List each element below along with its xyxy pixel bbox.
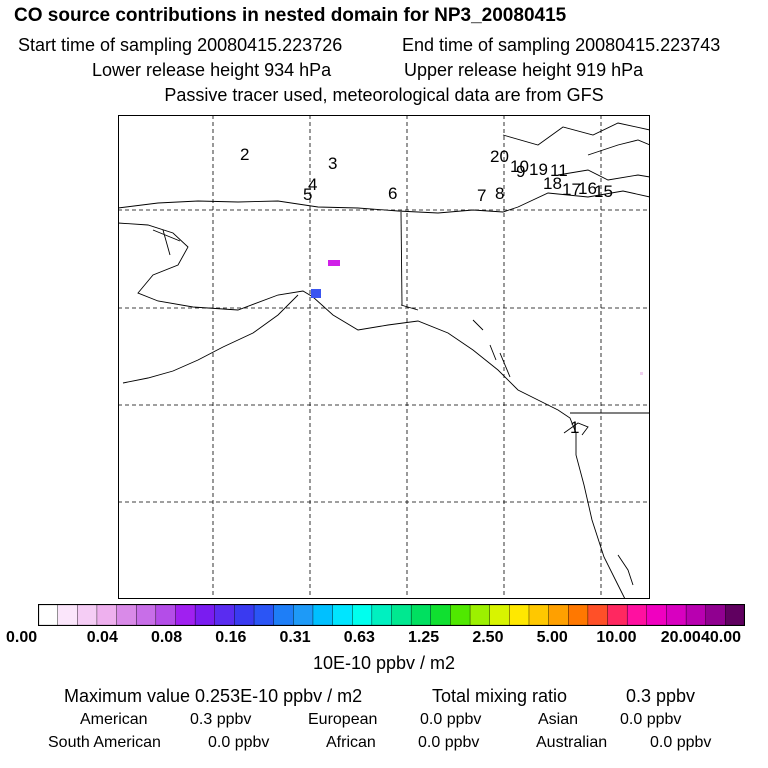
region-value-american: 0.3 ppbv: [190, 711, 252, 728]
region-value-african: 0.0 ppbv: [418, 734, 480, 751]
plot-title: CO source contributions in nested domain…: [14, 5, 567, 26]
colorbar-swatch: [528, 604, 550, 626]
maximum-value: Maximum value 0.253E-10 ppbv / m2: [64, 686, 363, 706]
release-marker-9: 9: [516, 162, 525, 181]
total-mixing-ratio-value: 0.3 ppbv: [626, 686, 696, 706]
political-borders: [400, 211, 650, 414]
colorbar-swatch: [352, 604, 373, 626]
colorbar-swatch: [430, 604, 451, 626]
colorbar-tick-label: 20.00: [660, 629, 701, 646]
colorbar-swatch: [705, 604, 726, 626]
region-value-australian: 0.0 ppbv: [650, 734, 712, 751]
colorbar-swatch: [175, 604, 196, 626]
colorbar-swatch: [509, 604, 530, 626]
colorbar-tick-label: 0.31: [279, 629, 311, 646]
colorbar-swatch: [312, 604, 334, 626]
colorbar-swatch: [371, 604, 393, 626]
colorbar-swatch: [293, 604, 314, 626]
total-mixing-ratio-label: Total mixing ratio: [432, 686, 568, 706]
colorbar-swatch: [77, 604, 98, 626]
release-marker-16: 16: [578, 179, 597, 198]
colorbar-swatch: [568, 604, 589, 626]
release-marker-4: 4: [308, 175, 317, 194]
plume-patch-lower: [311, 289, 321, 298]
region-value-south-american: 0.0 ppbv: [208, 734, 270, 751]
colorbar-swatch: [96, 604, 118, 626]
plume-patch-upper: [328, 260, 340, 266]
colorbar-swatch: [450, 604, 471, 626]
colorbar-tick-label: 5.00: [536, 629, 568, 646]
region-label-african: African: [326, 734, 376, 751]
region-value-asian: 0.0 ppbv: [620, 711, 682, 728]
release-marker-11: 11: [550, 161, 568, 180]
colorbar-swatch: [38, 604, 59, 626]
colorbar-swatch: [489, 604, 510, 626]
map-frame: [118, 115, 650, 599]
colorbar-tick-label: 0.08: [150, 629, 183, 646]
colorbar-swatch: [548, 604, 569, 626]
release-marker-8: 8: [495, 184, 504, 203]
colorbar-swatch: [116, 604, 137, 626]
region-label-american: American: [80, 711, 148, 728]
release-marker-20: 20: [490, 147, 509, 166]
colorbar-tick-label: 0.00: [6, 629, 38, 646]
colorbar-swatch: [253, 604, 275, 626]
colorbar-swatch: [685, 604, 707, 626]
release-marker-1: 1: [570, 418, 579, 437]
tracer-note: Passive tracer used, meteorological data…: [164, 85, 604, 105]
release-marker-19: 19: [529, 160, 548, 179]
colorbar-swatch: [155, 604, 176, 626]
colorbar-tick-label: 0.04: [86, 629, 118, 646]
colorbar-swatch: [135, 604, 157, 626]
upper-release-height: Upper release height 919 hPa: [404, 60, 644, 80]
region-label-south-american: South American: [48, 734, 161, 751]
colorbar-tick-label: 2.50: [472, 629, 504, 646]
colorbar-tick-label: 10.00: [596, 629, 637, 646]
release-marker-3: 3: [328, 154, 337, 173]
colorbar-swatch: [391, 604, 412, 626]
colorbar-tick-label: 40.00: [701, 629, 742, 646]
colorbar: [38, 604, 745, 626]
colorbar-swatch: [410, 604, 432, 626]
region-label-australian: Australian: [536, 734, 608, 751]
colorbar-swatch: [666, 604, 687, 626]
colorbar-swatch: [469, 604, 491, 626]
colorbar-swatch: [273, 604, 294, 626]
plume-speck: [640, 372, 643, 375]
colorbar-frame: [38, 604, 745, 626]
region-value-european: 0.0 ppbv: [420, 711, 482, 728]
release-marker-10: 10: [510, 157, 529, 176]
release-marker-2: 2: [240, 145, 249, 164]
colorbar-tick-label: 1.25: [408, 629, 440, 646]
coastlines: [118, 122, 650, 599]
colorbar-swatch: [626, 604, 648, 626]
colorbar-tick-label: 0.63: [343, 629, 375, 646]
release-marker-17: 17: [562, 180, 581, 199]
colorbar-swatch: [57, 604, 78, 626]
release-marker-18: 18: [543, 174, 562, 193]
colorbar-swatch: [194, 604, 216, 626]
region-label-european: European: [308, 711, 378, 728]
release-marker-5: 5: [303, 185, 312, 204]
release-marker-6: 6: [388, 184, 397, 203]
colorbar-swatch: [332, 604, 353, 626]
release-marker-7: 7: [477, 186, 486, 205]
end-time: End time of sampling 20080415.223743: [402, 35, 721, 55]
colorbar-swatch: [646, 604, 667, 626]
colorbar-swatch: [725, 604, 745, 626]
lower-release-height: Lower release height 934 hPa: [92, 60, 332, 80]
region-label-asian: Asian: [538, 711, 579, 728]
colorbar-swatch: [607, 604, 628, 626]
colorbar-swatch: [587, 604, 609, 626]
colorbar-swatch: [234, 604, 255, 626]
colorbar-tick-label: 0.16: [215, 629, 247, 646]
start-time: Start time of sampling 20080415.223726: [18, 35, 343, 55]
colorbar-unit: 10E-10 ppbv / m2: [312, 653, 456, 673]
release-marker-15: 15: [594, 182, 613, 201]
colorbar-swatch: [214, 604, 235, 626]
